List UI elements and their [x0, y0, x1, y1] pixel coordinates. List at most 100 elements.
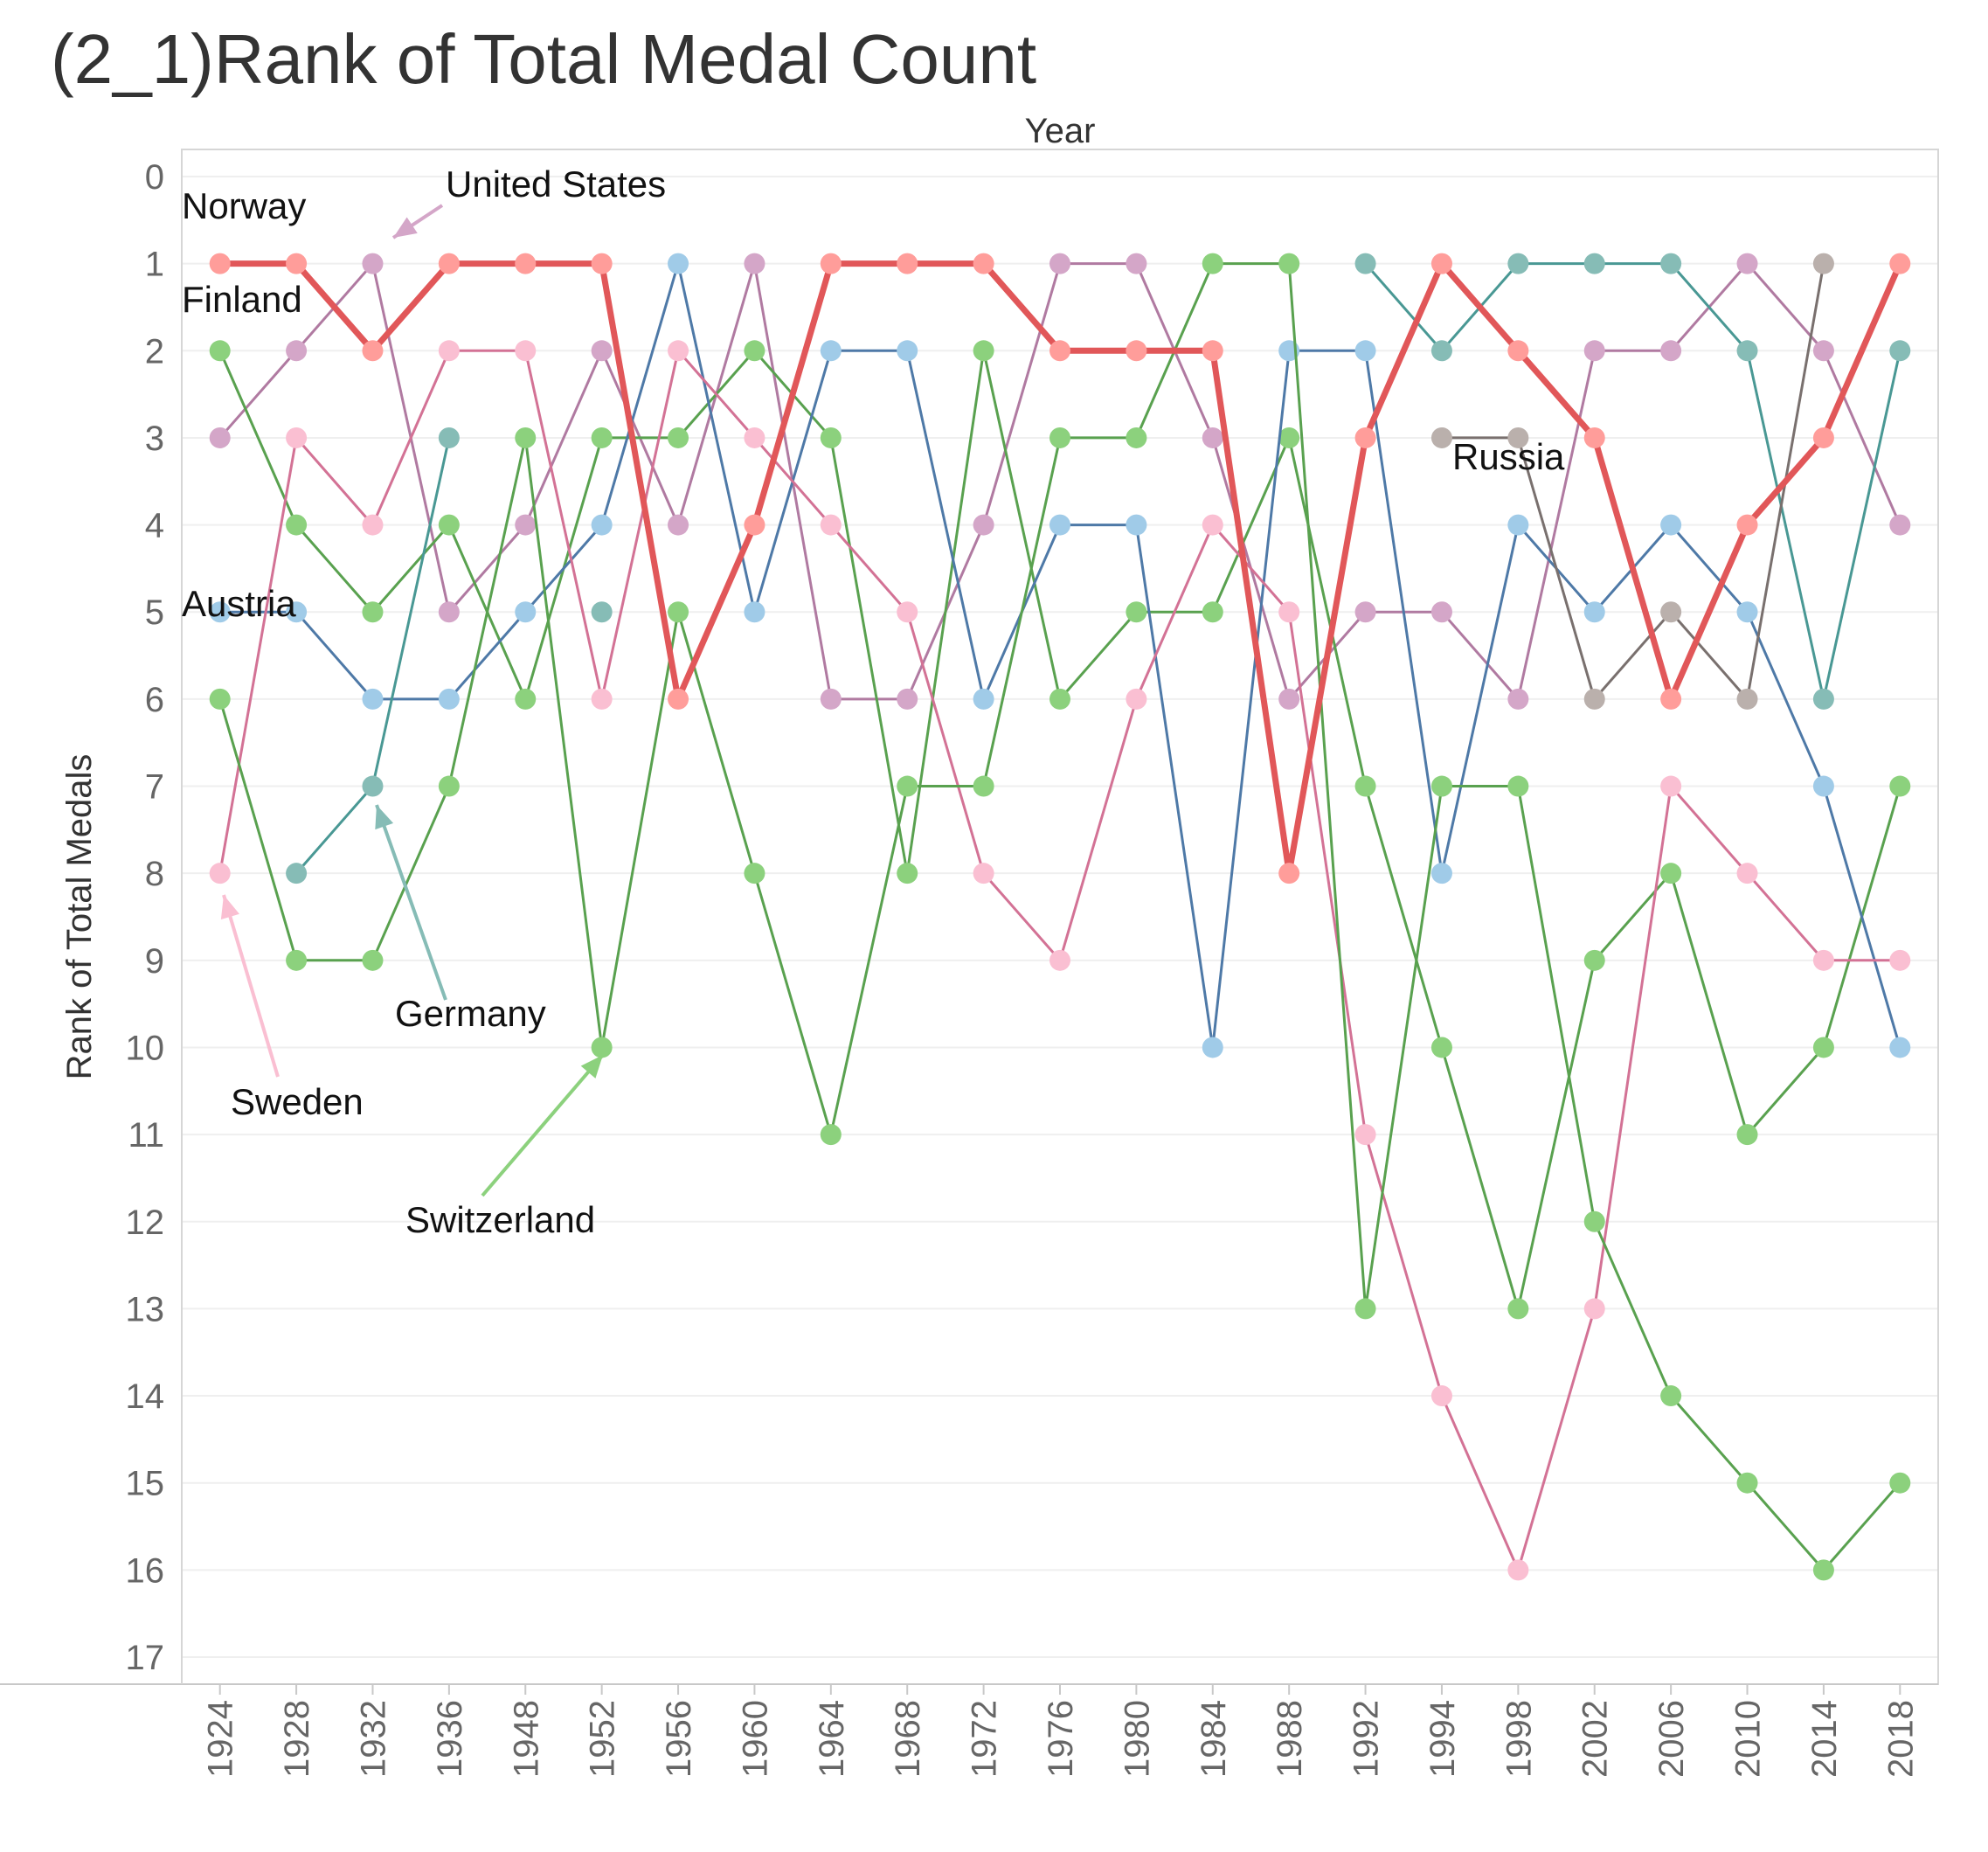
data-point-austria	[515, 601, 537, 623]
annotation-label-finland: Finland	[182, 279, 302, 320]
data-point-norway	[1583, 427, 1605, 448]
data-point-finland	[1126, 601, 1147, 623]
y-tick-label: 10	[126, 1029, 165, 1067]
data-point-austria	[286, 601, 308, 623]
data-point-germany	[1354, 253, 1376, 274]
data-point-norway	[1430, 253, 1452, 274]
data-point-norway	[1660, 688, 1682, 710]
data-point-norway	[973, 253, 994, 274]
plot-frame	[181, 149, 1939, 1685]
annotation-label-switzerland: Switzerland	[405, 1199, 595, 1240]
series-line-austria	[218, 262, 1901, 1049]
x-tick-label: 1992	[1347, 1700, 1386, 1778]
gridlines	[182, 176, 1938, 1658]
data-point-austria	[1202, 1037, 1223, 1058]
data-point-austria	[1507, 514, 1529, 536]
data-point-finland	[820, 427, 842, 448]
x-tick-label: 1984	[1195, 1700, 1233, 1778]
data-point-austria	[209, 601, 231, 623]
series-germany	[286, 253, 1911, 884]
data-point-finland	[1583, 949, 1605, 971]
data-point-sweden	[1354, 1124, 1376, 1146]
annotation-label-austria: Austria	[182, 583, 296, 624]
x-tick-label: 1936	[431, 1700, 469, 1778]
x-axis-title: Year	[1025, 112, 1096, 150]
x-tick-label: 1964	[813, 1700, 851, 1778]
data-point-germany	[1430, 340, 1452, 362]
x-tick-label: 1980	[1118, 1700, 1156, 1778]
series-line-finland	[218, 349, 1901, 1310]
data-point-sweden	[1889, 949, 1911, 971]
data-point-sweden	[1202, 514, 1223, 536]
series-line-switzerland	[218, 262, 1901, 1571]
x-tick-label: 1932	[354, 1700, 392, 1778]
data-point-germany	[1507, 253, 1529, 274]
data-point-russia	[1507, 427, 1529, 448]
data-point-sweden	[591, 688, 613, 710]
annotation-label-germany: Germany	[395, 993, 546, 1034]
data-point-united-states	[1812, 340, 1834, 362]
data-point-united-states	[362, 253, 384, 274]
data-point-united-states	[973, 514, 994, 536]
data-point-united-states	[1660, 340, 1682, 362]
data-point-united-states	[820, 688, 842, 710]
data-point-united-states	[1202, 427, 1223, 448]
data-point-switzerland	[1507, 775, 1529, 797]
y-tick-label: 9	[145, 942, 164, 981]
x-axis-ticks: 1924 1928 1932 1936 1948 1952 1956 1960 1964 1968…	[202, 1684, 1920, 1778]
data-point-norway	[1812, 427, 1834, 448]
data-point-russia	[1812, 253, 1834, 274]
annotation-arrow-sweden	[222, 894, 280, 1078]
data-point-switzerland	[515, 427, 537, 448]
data-point-finland	[1354, 775, 1376, 797]
data-point-switzerland	[438, 775, 460, 797]
data-point-switzerland	[973, 775, 994, 797]
y-tick-label: 0	[145, 158, 164, 197]
x-tick-label: 2014	[1805, 1700, 1844, 1778]
data-point-sweden	[438, 340, 460, 362]
data-point-norway	[286, 253, 308, 274]
data-point-norway	[744, 514, 765, 536]
data-point-finland	[1889, 775, 1911, 797]
y-tick-label: 17	[126, 1639, 165, 1677]
data-point-sweden	[1430, 1385, 1452, 1407]
data-point-finland	[1812, 1037, 1834, 1058]
data-point-germany	[1812, 688, 1834, 710]
data-point-united-states	[1583, 340, 1605, 362]
data-point-norway	[1507, 340, 1529, 362]
data-point-austria	[362, 688, 384, 710]
data-point-united-states	[897, 688, 918, 710]
data-point-switzerland	[897, 775, 918, 797]
data-point-switzerland	[1889, 1472, 1911, 1494]
y-tick-label: 8	[145, 855, 164, 893]
data-point-finland	[515, 688, 537, 710]
data-point-united-states	[1889, 514, 1911, 536]
data-point-austria	[1812, 775, 1834, 797]
annotation-arrowhead-sweden	[220, 895, 239, 920]
data-point-united-states	[1049, 253, 1070, 274]
y-tick-label: 7	[145, 768, 164, 807]
data-point-austria	[1660, 514, 1682, 536]
data-point-switzerland	[286, 949, 308, 971]
data-point-finland	[1430, 1037, 1452, 1058]
y-tick-label: 11	[128, 1116, 164, 1155]
data-point-austria	[1049, 514, 1070, 536]
series-switzerland	[209, 253, 1911, 1581]
data-point-united-states	[1507, 688, 1529, 710]
data-point-finland	[973, 340, 994, 362]
data-point-norway	[897, 253, 918, 274]
x-tick-label: 1972	[966, 1700, 1004, 1778]
data-point-united-states	[286, 340, 308, 362]
data-point-austria	[591, 514, 613, 536]
data-point-sweden	[1812, 949, 1834, 971]
data-point-sweden	[1736, 863, 1758, 884]
series-austria	[209, 253, 1911, 1058]
x-tick-label: 1988	[1271, 1700, 1309, 1778]
data-point-russia	[1736, 688, 1758, 710]
data-point-norway	[1202, 340, 1223, 362]
data-point-switzerland	[1354, 1298, 1376, 1320]
data-point-united-states	[1354, 601, 1376, 623]
annotation-arrowhead-germany	[375, 805, 394, 830]
data-point-norway	[668, 688, 689, 710]
annotation-label-united-states: United States	[446, 163, 666, 205]
